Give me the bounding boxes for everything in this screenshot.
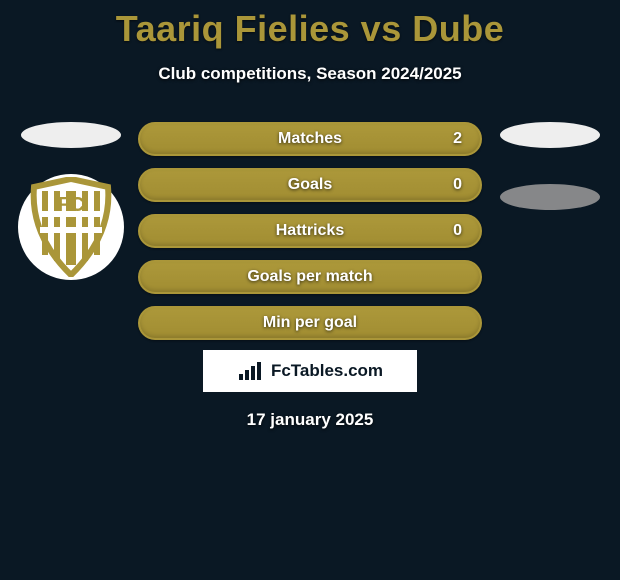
stat-value-right: 2 bbox=[453, 130, 462, 148]
stats-column: Matches 2 Goals 0 Hattricks 0 Goals per … bbox=[138, 122, 482, 340]
stat-label: Hattricks bbox=[276, 222, 344, 240]
stat-bar-hattricks: Hattricks 0 bbox=[138, 214, 482, 248]
stat-label: Goals bbox=[288, 176, 332, 194]
player-left-crest: FC bbox=[18, 174, 124, 280]
stat-bar-min-per-goal: Min per goal bbox=[138, 306, 482, 340]
left-player-col: FC bbox=[13, 122, 128, 280]
stat-label: Min per goal bbox=[263, 314, 357, 332]
stat-bar-goals-per-match: Goals per match bbox=[138, 260, 482, 294]
subtitle: Club competitions, Season 2024/2025 bbox=[0, 64, 620, 84]
page-title: Taariq Fielies vs Dube bbox=[0, 0, 620, 50]
player-right-oval-1 bbox=[500, 122, 600, 148]
crest-icon: FC bbox=[26, 177, 116, 277]
stat-label: Matches bbox=[278, 130, 342, 148]
stat-bar-goals: Goals 0 bbox=[138, 168, 482, 202]
stat-label: Goals per match bbox=[247, 268, 372, 286]
bars-icon bbox=[237, 360, 265, 382]
comparison-row: FC Matches 2 Goals 0 Hattricks 0 Goals p… bbox=[0, 122, 620, 340]
badge-text: FcTables.com bbox=[271, 361, 383, 381]
footer-date: 17 january 2025 bbox=[0, 410, 620, 430]
stat-value-right: 0 bbox=[453, 222, 462, 240]
player-left-oval-1 bbox=[21, 122, 121, 148]
right-player-col bbox=[492, 122, 607, 210]
svg-text:FC: FC bbox=[57, 194, 84, 216]
source-badge: FcTables.com bbox=[203, 350, 417, 392]
stat-value-right: 0 bbox=[453, 176, 462, 194]
player-right-oval-2 bbox=[500, 184, 600, 210]
stat-bar-matches: Matches 2 bbox=[138, 122, 482, 156]
